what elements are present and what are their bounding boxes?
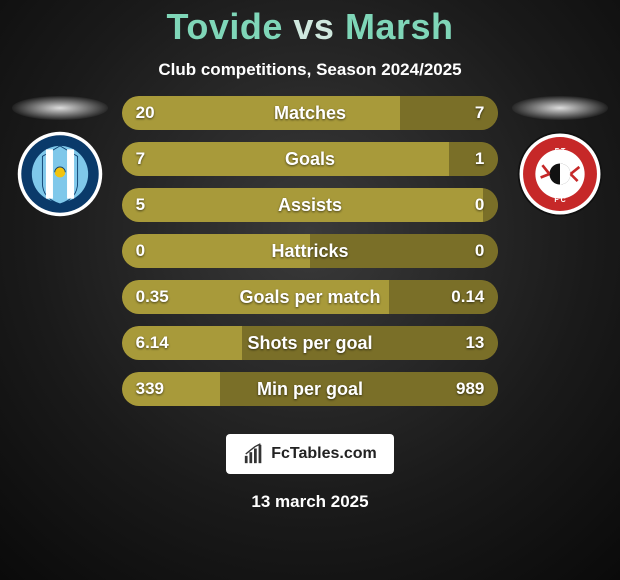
left-crest-shadow — [12, 96, 108, 120]
stat-fill-right — [310, 234, 498, 268]
player1-name: Tovide — [167, 6, 283, 47]
stat-bars: 207Matches71Goals50Assists00Hattricks0.3… — [122, 96, 499, 406]
player2-name: Marsh — [345, 6, 454, 47]
stat-value-left: 6.14 — [136, 326, 169, 360]
stat-row: 0.350.14Goals per match — [122, 280, 499, 314]
colchester-crest-icon — [16, 130, 104, 218]
stat-row: 6.1413Shots per goal — [122, 326, 499, 360]
right-crest-shadow — [512, 96, 608, 120]
stat-row: 00Hattricks — [122, 234, 499, 268]
fctables-logo-icon — [243, 443, 265, 465]
stat-value-right: 0 — [475, 234, 484, 268]
stat-fill-right — [242, 326, 498, 360]
stat-value-right: 13 — [465, 326, 484, 360]
fleetwood-crest-icon: F T F C — [516, 130, 604, 218]
stat-value-right: 1 — [475, 142, 484, 176]
stat-value-left: 339 — [136, 372, 164, 406]
comparison-title: Tovide vs Marsh — [0, 0, 620, 48]
stat-value-right: 0.14 — [451, 280, 484, 314]
stat-value-right: 7 — [475, 96, 484, 130]
stat-value-left: 0 — [136, 234, 145, 268]
date-label: 13 march 2025 — [0, 492, 620, 512]
stat-value-right: 0 — [475, 188, 484, 222]
stat-value-left: 7 — [136, 142, 145, 176]
stat-row: 339989Min per goal — [122, 372, 499, 406]
content-area: 207Matches71Goals50Assists00Hattricks0.3… — [0, 96, 620, 406]
title-vs: vs — [293, 6, 334, 47]
svg-text:F T: F T — [555, 148, 566, 155]
stat-row: 50Assists — [122, 188, 499, 222]
stat-value-left: 0.35 — [136, 280, 169, 314]
left-side — [8, 96, 112, 218]
stat-fill-left — [122, 188, 484, 222]
subtitle: Club competitions, Season 2024/2025 — [0, 60, 620, 80]
stat-fill-right — [483, 188, 498, 222]
stat-value-left: 5 — [136, 188, 145, 222]
right-side: F T F C — [508, 96, 612, 218]
stat-fill-left — [122, 142, 450, 176]
svg-text:F C: F C — [555, 197, 566, 204]
stat-value-right: 989 — [456, 372, 484, 406]
stat-row: 207Matches — [122, 96, 499, 130]
stat-fill-left — [122, 96, 401, 130]
stat-fill-right — [449, 142, 498, 176]
stat-value-left: 20 — [136, 96, 155, 130]
branding-badge[interactable]: FcTables.com — [226, 434, 394, 474]
stat-fill-left — [122, 234, 310, 268]
stat-row: 71Goals — [122, 142, 499, 176]
branding-text: FcTables.com — [271, 445, 377, 463]
